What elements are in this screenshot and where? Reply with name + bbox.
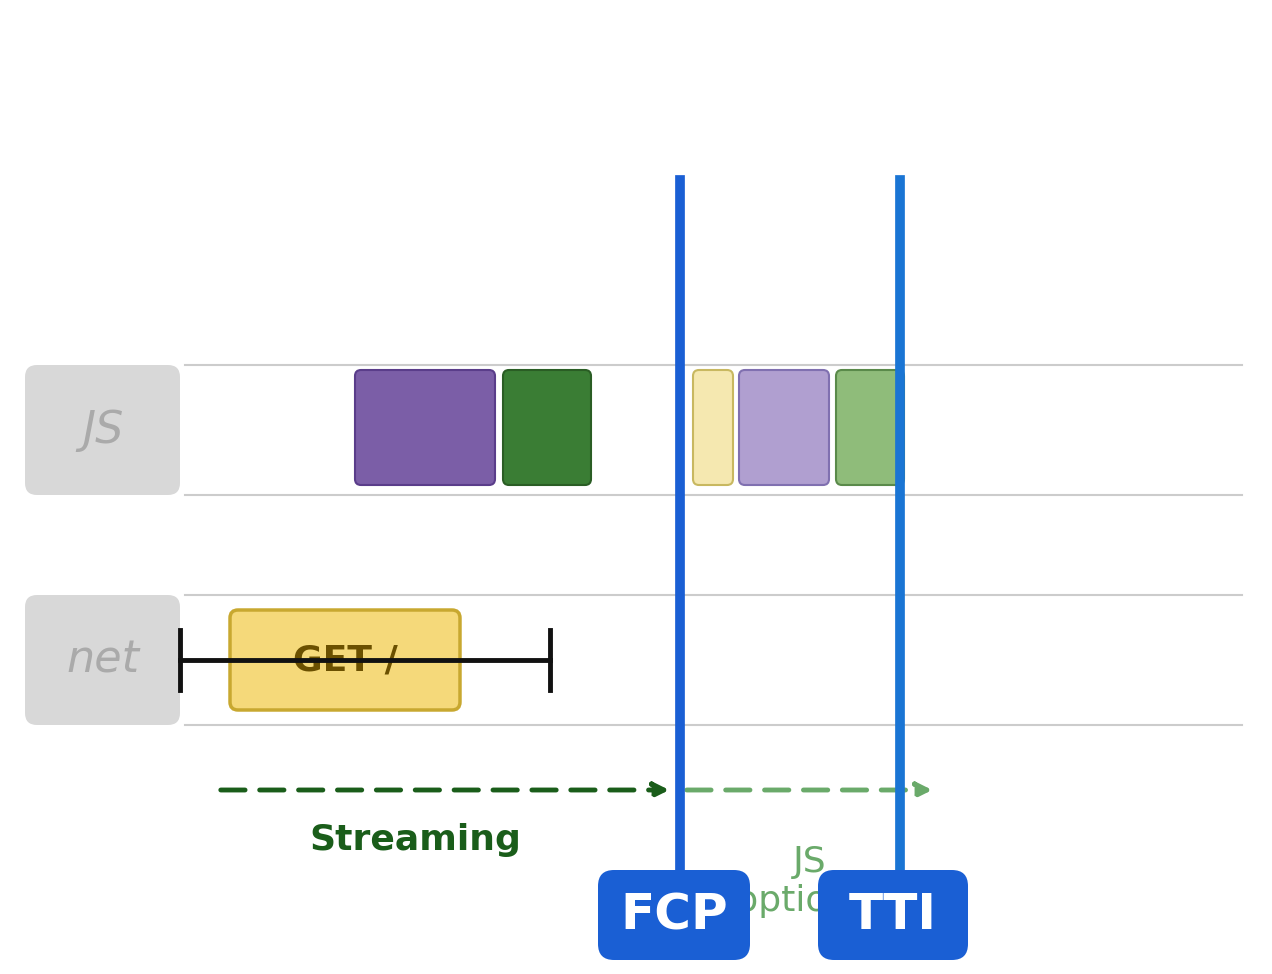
Text: JS: JS xyxy=(81,408,123,452)
FancyBboxPatch shape xyxy=(25,595,181,725)
FancyBboxPatch shape xyxy=(25,365,181,495)
FancyBboxPatch shape xyxy=(693,370,733,485)
Text: TTI: TTI xyxy=(848,891,937,939)
Text: Streaming: Streaming xyxy=(309,823,522,857)
FancyBboxPatch shape xyxy=(836,370,904,485)
Text: FCP: FCP xyxy=(621,891,728,939)
FancyBboxPatch shape xyxy=(355,370,495,485)
Text: net: net xyxy=(66,639,139,682)
Text: GET /: GET / xyxy=(293,643,397,677)
FancyBboxPatch shape xyxy=(739,370,829,485)
FancyBboxPatch shape xyxy=(818,870,968,960)
FancyBboxPatch shape xyxy=(230,610,460,710)
FancyBboxPatch shape xyxy=(598,870,750,960)
Text: JS
(optional): JS (optional) xyxy=(722,845,897,918)
FancyBboxPatch shape xyxy=(502,370,591,485)
